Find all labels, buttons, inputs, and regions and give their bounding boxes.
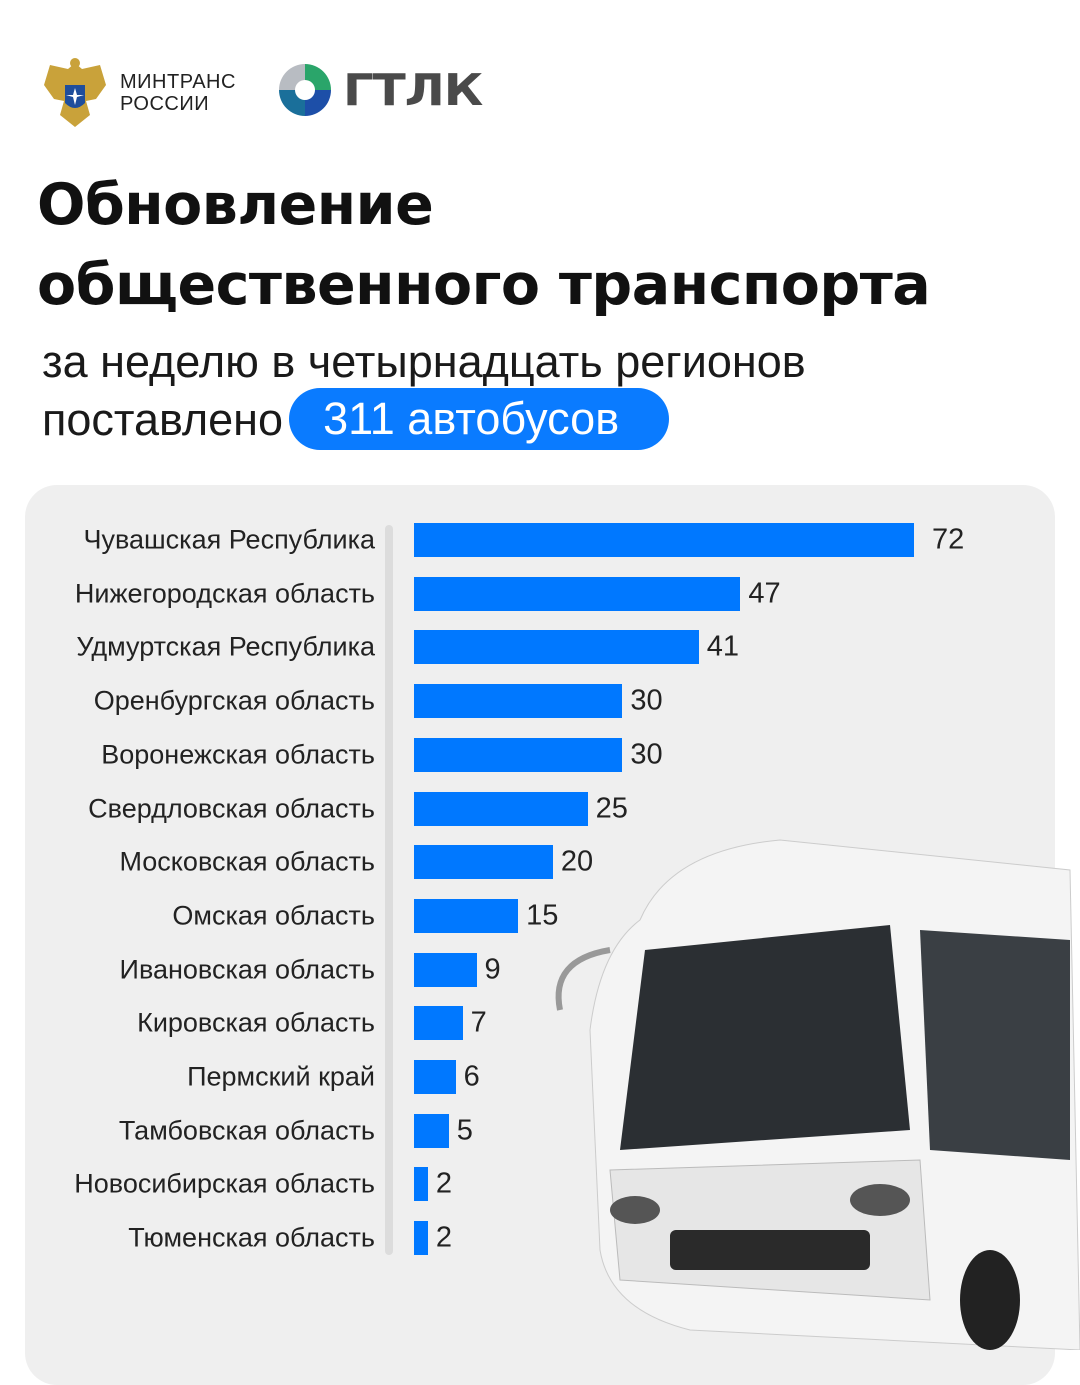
bus-image bbox=[555, 839, 1080, 1350]
value-label: 2 bbox=[435, 1221, 453, 1254]
bar bbox=[414, 1060, 456, 1094]
subtitle-line1: за неделю в четырнадцать регионов bbox=[42, 336, 806, 387]
value-label: 72 bbox=[932, 523, 965, 556]
mintrans-line1: МИНТРАНС bbox=[120, 71, 236, 93]
bar bbox=[414, 1006, 463, 1041]
category-label: Новосибирская область bbox=[74, 1168, 375, 1199]
value-label: 15 bbox=[526, 899, 559, 932]
coat-of-arms-icon bbox=[44, 58, 106, 127]
value-label: 6 bbox=[463, 1060, 480, 1093]
value-label: 5 bbox=[456, 1114, 473, 1147]
bar bbox=[414, 1113, 449, 1148]
value-label: 41 bbox=[706, 630, 739, 663]
title-line1: Обновление bbox=[37, 172, 434, 238]
value-label: 30 bbox=[630, 684, 663, 717]
bar bbox=[414, 845, 553, 880]
bar bbox=[414, 898, 519, 933]
subtitle-prefix: поставлено bbox=[42, 394, 284, 445]
bar bbox=[414, 1221, 428, 1256]
gtlk-text: ГТЛК bbox=[343, 64, 483, 116]
bar bbox=[414, 576, 741, 611]
category-label: Нижегородская область bbox=[74, 578, 375, 609]
category-label: Тюменская область bbox=[128, 1222, 375, 1253]
category-label: Ивановская область bbox=[119, 954, 375, 985]
value-label: 7 bbox=[470, 1006, 487, 1039]
category-label: Пермский край bbox=[187, 1061, 375, 1092]
category-label: Кировская область bbox=[137, 1007, 375, 1038]
mintrans-logo: МИНТРАНС РОССИИ bbox=[40, 55, 236, 131]
bar bbox=[414, 1167, 428, 1202]
subtitle: за неделю в четырнадцать регионов постав… bbox=[42, 333, 806, 454]
value-label: 2 bbox=[435, 1167, 453, 1200]
category-label: Оренбургская область bbox=[93, 685, 375, 716]
bar bbox=[414, 630, 699, 665]
page-title: Обновление общественного транспорта bbox=[37, 165, 931, 325]
category-label: Удмуртская Республика bbox=[76, 631, 375, 662]
category-label: Омская область bbox=[172, 900, 375, 931]
value-label: 25 bbox=[595, 792, 628, 824]
bar-chart: Чувашская Республика 72 Нижегородская обла… bbox=[74, 523, 965, 1256]
bar bbox=[414, 791, 588, 826]
value-label: 47 bbox=[748, 577, 781, 610]
category-label: Тамбовская область bbox=[118, 1115, 375, 1146]
gtlk-logo: ГТЛК bbox=[277, 62, 483, 118]
total-badge: 311 автобусов bbox=[289, 388, 670, 451]
bar bbox=[414, 737, 623, 772]
title-line2: общественного транспорта bbox=[37, 252, 931, 318]
value-label: 9 bbox=[484, 953, 501, 986]
bar bbox=[414, 523, 914, 557]
bar bbox=[414, 684, 623, 719]
bar bbox=[414, 952, 477, 987]
chart-axis-line bbox=[385, 525, 393, 1255]
mintrans-line2: РОССИИ bbox=[120, 93, 210, 115]
gtlk-emblem-icon bbox=[279, 64, 331, 116]
value-label: 30 bbox=[630, 738, 663, 771]
value-label: 20 bbox=[560, 845, 594, 878]
category-label: Московская область bbox=[119, 846, 376, 877]
category-label: Чувашская Республика bbox=[83, 524, 375, 555]
category-label: Свердловская область bbox=[88, 793, 375, 823]
category-label: Воронежская область bbox=[101, 739, 375, 770]
